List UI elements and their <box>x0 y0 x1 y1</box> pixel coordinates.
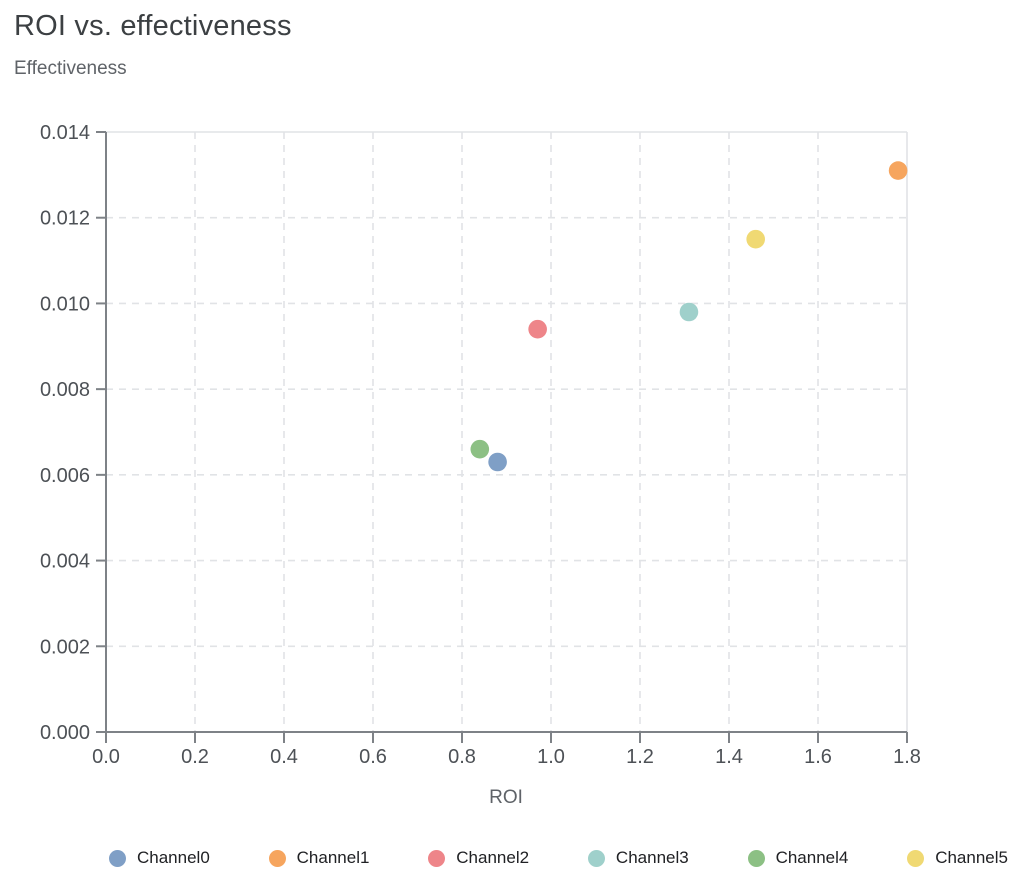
chart-header: ROI vs. effectiveness Effectiveness <box>0 0 1024 100</box>
y-tick-label: 0.000 <box>40 722 90 744</box>
y-tick-label: 0.002 <box>40 636 90 658</box>
data-point-channel3[interactable] <box>679 302 699 322</box>
legend-item-label: Channel2 <box>456 848 530 867</box>
legend-swatch-icon <box>747 849 765 867</box>
legend-item-channel4[interactable]: Channel4 <box>747 848 849 868</box>
y-tick-label: 0.010 <box>40 293 90 315</box>
legend-item-label: Channel4 <box>775 848 849 867</box>
y-tick-label: 0.012 <box>40 208 90 230</box>
y-tick-label: 0.014 <box>40 122 90 144</box>
x-tick-label: 1.8 <box>893 746 921 768</box>
legend-item-channel5[interactable]: Channel5 <box>907 848 1008 868</box>
legend-item-label: Channel3 <box>615 848 689 867</box>
legend-item-label: Channel5 <box>935 848 1008 867</box>
legend-swatch-icon <box>907 849 925 867</box>
y-tick-label: 0.008 <box>40 379 90 401</box>
x-tick-label: 1.0 <box>537 746 565 768</box>
legend-item-label: Channel1 <box>296 848 370 867</box>
x-tick-label: 1.4 <box>715 746 743 768</box>
x-tick-label: 0.0 <box>92 746 120 768</box>
x-tick-label: 1.2 <box>626 746 654 768</box>
legend-swatch-icon <box>268 849 286 867</box>
legend: Channel0 Channel1 Channel2 Channel3 Channel4… <box>109 848 1008 868</box>
legend-item-label: Channel0 <box>137 848 210 867</box>
x-tick-label: 0.4 <box>270 746 298 768</box>
data-point-channel2[interactable] <box>528 319 547 339</box>
legend-swatch-icon <box>428 849 446 867</box>
data-point-channel5[interactable] <box>746 229 765 249</box>
chart-title: ROI vs. effectiveness <box>14 10 292 42</box>
x-axis-title: ROI <box>489 787 523 808</box>
data-point-channel0[interactable] <box>488 452 507 472</box>
legend-item-channel0[interactable]: Channel0 <box>109 848 210 868</box>
data-point-channel4[interactable] <box>470 439 490 459</box>
legend-swatch-icon <box>587 849 605 867</box>
x-tick-label: 0.6 <box>359 746 387 768</box>
legend-item-channel3[interactable]: Channel3 <box>587 848 689 868</box>
y-axis-title: Effectiveness <box>14 58 127 79</box>
legend-item-channel2[interactable]: Channel2 <box>428 848 529 868</box>
x-tick-label: 0.8 <box>448 746 476 768</box>
x-tick-label: 1.6 <box>804 746 832 768</box>
y-tick-label: 0.006 <box>40 465 90 487</box>
legend-item-channel1[interactable]: Channel1 <box>268 848 370 868</box>
legend-swatch-icon <box>109 849 126 867</box>
x-tick-label: 0.2 <box>181 746 209 768</box>
y-tick-label: 0.004 <box>40 551 90 573</box>
scatter-plot: ROI 0.0 0.2 0.4 0.6 0.8 1.0 1.2 1.4 1.6 1.8 0.000 0… <box>40 122 921 808</box>
data-point-channel1[interactable] <box>888 161 908 180</box>
